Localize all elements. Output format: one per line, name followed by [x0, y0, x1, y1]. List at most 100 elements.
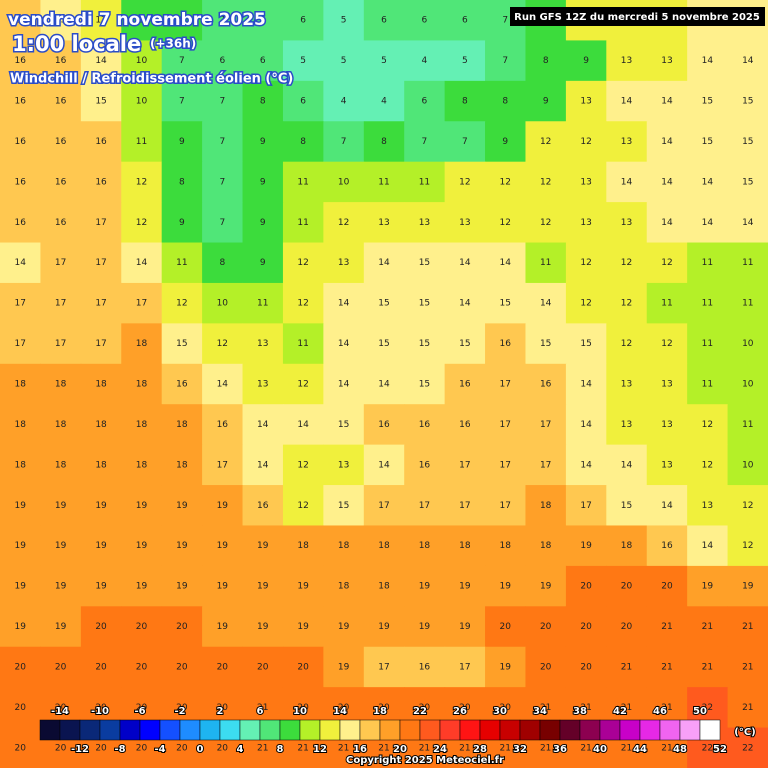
cell	[121, 121, 163, 163]
value: 21	[580, 743, 591, 753]
cell	[525, 565, 567, 607]
value: 19	[459, 582, 471, 592]
value: 17	[95, 339, 106, 349]
value: 12	[661, 258, 672, 268]
value: 14	[136, 258, 148, 268]
value: 17	[540, 460, 551, 470]
cell	[161, 444, 203, 486]
cell	[485, 121, 526, 163]
value: 7	[219, 218, 225, 228]
value: 5	[341, 16, 347, 26]
cell	[646, 404, 688, 446]
value: 12	[338, 218, 349, 228]
cell	[485, 606, 526, 648]
value: 16	[55, 137, 67, 147]
value: 21	[621, 662, 632, 672]
value: 16	[419, 460, 431, 470]
value: 19	[742, 582, 754, 592]
value: 18	[540, 501, 552, 511]
value: 22	[742, 743, 753, 753]
cell	[202, 40, 244, 82]
value: 21	[459, 743, 470, 753]
value: 12	[621, 258, 632, 268]
cell	[323, 282, 365, 324]
cell	[121, 444, 163, 486]
value: 13	[580, 177, 591, 187]
cell	[525, 202, 567, 244]
cell	[404, 323, 446, 365]
cell	[444, 363, 486, 405]
cell	[727, 485, 768, 526]
cell	[121, 565, 163, 607]
value: 21	[621, 703, 632, 713]
colorbar-label: 14	[333, 706, 347, 717]
cell	[282, 404, 324, 446]
cell	[525, 606, 567, 648]
swatch	[339, 719, 361, 741]
cell	[363, 565, 405, 607]
value: 20	[338, 703, 350, 713]
cell	[323, 323, 365, 365]
value: 19	[378, 622, 390, 632]
swatch	[219, 719, 241, 741]
value: 15	[702, 137, 713, 147]
value: 6	[381, 16, 387, 26]
cell	[363, 485, 405, 526]
value: 20	[14, 703, 26, 713]
cell	[242, 565, 284, 607]
value: 14	[702, 56, 714, 66]
value: 15	[55, 16, 66, 26]
value: 16	[95, 177, 107, 187]
cell	[80, 606, 122, 648]
value: 13	[661, 380, 672, 390]
value: 9	[260, 177, 266, 187]
value: 22	[702, 743, 713, 753]
value: 14	[378, 460, 390, 470]
value: 19	[14, 501, 26, 511]
value: 20	[500, 622, 512, 632]
cell	[687, 323, 729, 365]
cell	[0, 444, 41, 486]
cell	[525, 444, 567, 486]
cell	[323, 80, 365, 122]
value: 12	[621, 339, 632, 349]
cell	[242, 202, 284, 244]
cell	[363, 525, 405, 567]
cell	[202, 525, 244, 567]
value: 20	[661, 582, 673, 592]
value: 15	[378, 299, 389, 309]
value: 19	[419, 582, 431, 592]
value: 14	[580, 420, 592, 430]
value: 11	[742, 420, 753, 430]
cell	[687, 404, 729, 446]
cell	[121, 404, 163, 446]
cell	[161, 242, 203, 284]
cell	[0, 525, 41, 567]
value: 21	[580, 703, 591, 713]
cell	[687, 565, 729, 607]
cell	[121, 363, 163, 405]
colorbar-label: 52	[713, 744, 727, 755]
cell	[121, 646, 163, 688]
value: 7	[341, 137, 347, 147]
cell	[727, 727, 768, 769]
value: 17	[95, 258, 106, 268]
value: 15	[742, 177, 753, 187]
swatch	[399, 719, 421, 741]
cell	[202, 404, 244, 446]
cell	[0, 606, 41, 648]
value: 19	[338, 622, 350, 632]
cell	[606, 323, 648, 365]
cell	[40, 282, 82, 324]
value: 16	[14, 177, 26, 187]
value: 12	[540, 177, 551, 187]
value: 11	[702, 380, 713, 390]
cell	[727, 323, 768, 365]
cell	[727, 606, 768, 648]
cell	[727, 525, 768, 567]
value: 13	[621, 420, 632, 430]
cell	[242, 404, 284, 446]
value: 22	[702, 703, 713, 713]
cell	[323, 363, 365, 405]
cell	[80, 242, 122, 284]
